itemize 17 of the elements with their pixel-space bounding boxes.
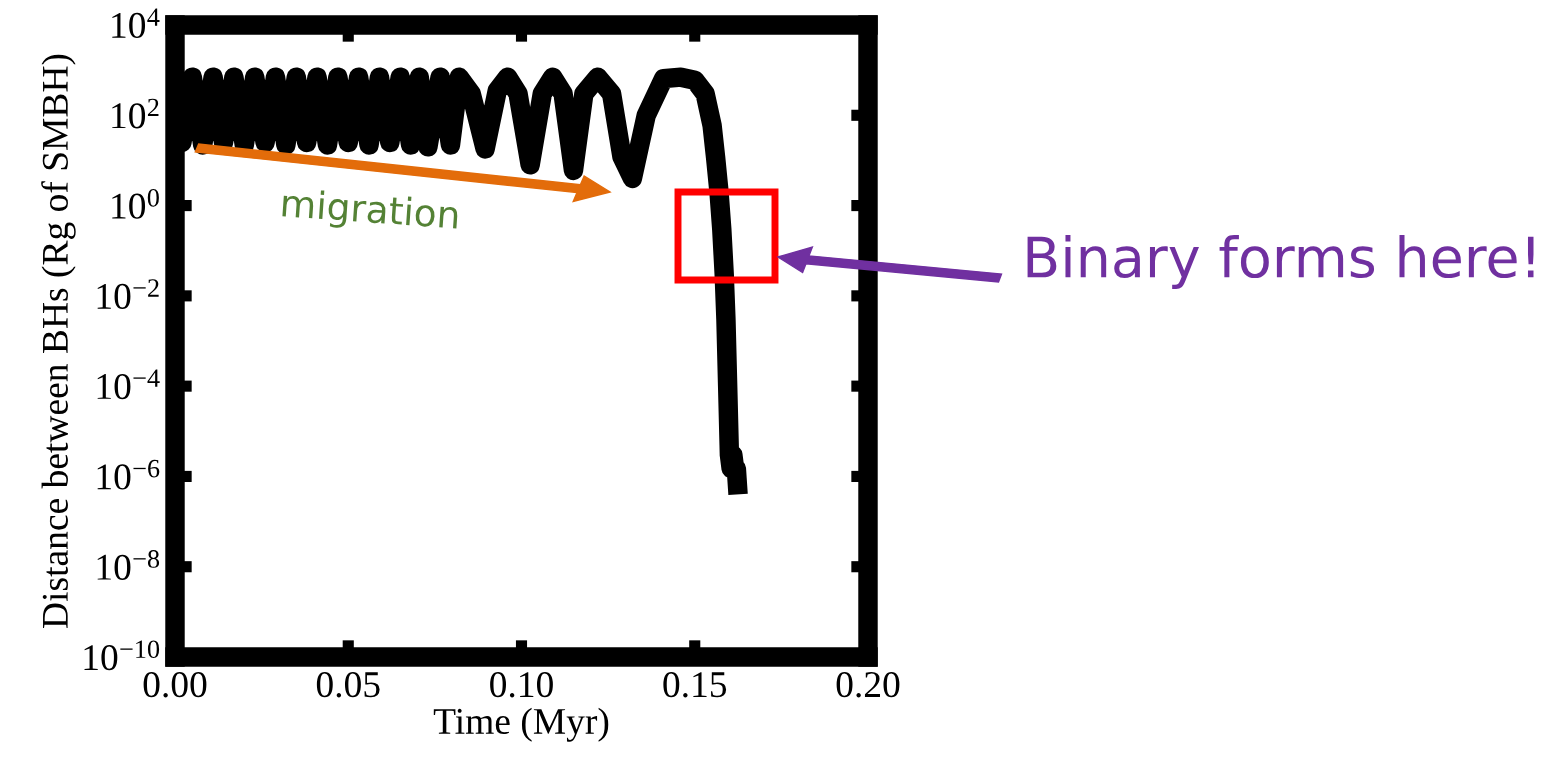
x-axis-title: Time (Myr) (433, 707, 609, 742)
y-tick-label: 10$^{−10}$ (84, 640, 160, 671)
y-tick-label: 10$^{−2}$ (97, 279, 159, 310)
y-tick-label: 10$^{−8}$ (97, 550, 160, 580)
y-tick-label: 10$^{4}$ (112, 8, 160, 39)
text: Binary forms here! (1027, 235, 1534, 289)
y-tick-label: 10$^{−6}$ (97, 459, 160, 490)
x-tick-label: 0.05 (316, 671, 380, 698)
y-tick-label: 10$^{−4}$ (97, 369, 160, 400)
x-tick-label: 0.00 (143, 671, 207, 698)
x-tick-label: 0.10 (490, 671, 553, 698)
y-tick-label: 10$^{2}$ (112, 98, 159, 129)
x-tick-label: 0.15 (663, 671, 727, 698)
y-tick-label: 10$^{0}$ (112, 188, 159, 219)
annotation: migration (281, 187, 459, 237)
x-tick-label: 0.20 (836, 671, 900, 698)
y-axis-title: Distance between BHs (Rg of SMBH) (41, 54, 76, 628)
